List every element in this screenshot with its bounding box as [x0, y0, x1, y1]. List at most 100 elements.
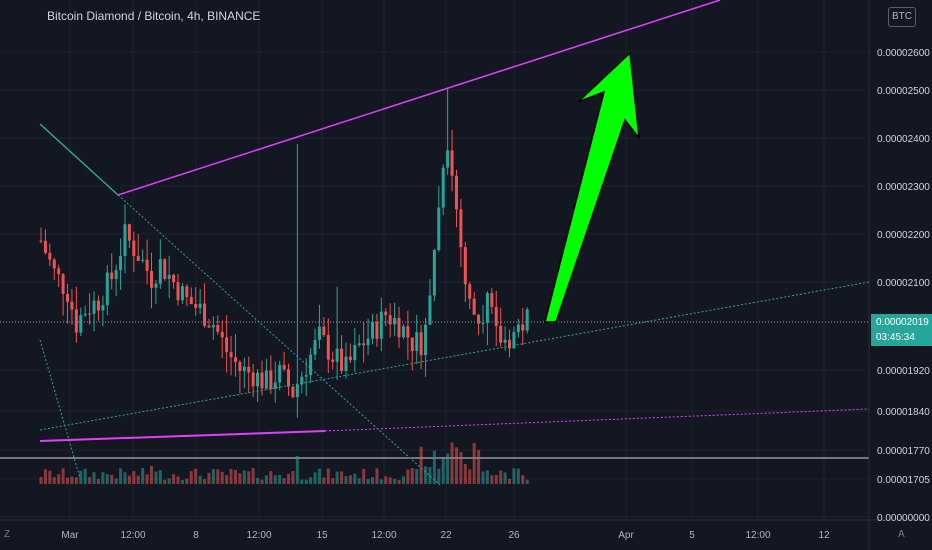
- candle-body: [415, 332, 419, 351]
- volume-bar: [313, 472, 317, 484]
- price-tick-label: 0.00002400: [877, 134, 930, 145]
- volume-bar: [66, 477, 70, 484]
- volume-bar: [317, 468, 321, 484]
- volume-bar: [211, 469, 215, 484]
- volume-bar: [180, 479, 184, 484]
- volume-bar: [490, 475, 494, 484]
- candle-body: [211, 325, 215, 328]
- volume-bar: [216, 469, 220, 484]
- volume-bar: [304, 479, 308, 484]
- candle-body: [304, 375, 308, 377]
- candle-body: [322, 326, 326, 335]
- volume-bar: [154, 471, 158, 484]
- volume-bar: [79, 470, 83, 484]
- candle-body: [282, 364, 286, 370]
- candle-body: [61, 274, 65, 295]
- candle-body: [242, 366, 246, 372]
- auto-scale-icon[interactable]: A: [898, 529, 905, 540]
- candle-body: [503, 339, 507, 343]
- price-axis[interactable]: 0.00002600 0.00002500 0.00002400 0.00002300…: [877, 48, 930, 524]
- candle-body: [379, 311, 383, 339]
- time-tick-label: 12:00: [246, 530, 271, 541]
- volume-bar: [419, 446, 423, 484]
- volume-bar: [189, 470, 193, 484]
- candle-body: [437, 207, 441, 251]
- candle-body: [353, 345, 357, 361]
- candle-body: [189, 296, 193, 305]
- candle-body: [446, 150, 450, 168]
- price-tick-label: 0.00001705: [877, 475, 930, 486]
- candle-body: [287, 369, 291, 387]
- candle-body: [260, 372, 264, 389]
- volume-bars: [39, 442, 529, 484]
- candle-body: [158, 259, 162, 284]
- candle-body: [105, 272, 109, 306]
- currency-badge[interactable]: BTC: [888, 7, 916, 27]
- candle-body: [167, 274, 171, 279]
- candle-body: [172, 274, 176, 283]
- volume-bar: [357, 478, 361, 484]
- volume-bar: [468, 469, 472, 484]
- candle-body: [207, 325, 211, 328]
- candle-body: [269, 370, 273, 389]
- volume-bar: [499, 470, 503, 484]
- time-tick-label: 15: [316, 530, 328, 541]
- volume-bar: [57, 474, 61, 484]
- time-axis[interactable]: Mar 12:00 8 12:00 15 12:00 22 26 Apr 5 12:00 12: [61, 530, 830, 541]
- candle-body: [477, 314, 481, 324]
- candle-body: [79, 315, 83, 333]
- candle-body: [295, 384, 299, 398]
- candle-body: [419, 332, 423, 356]
- candle-body: [238, 362, 242, 372]
- candle-body: [468, 284, 472, 299]
- candle-body: [340, 348, 344, 371]
- volume-bar: [348, 475, 352, 484]
- time-tick-label: 12:00: [745, 530, 770, 541]
- volume-bar: [256, 477, 260, 484]
- volume-bar: [123, 472, 127, 484]
- volume-bar: [388, 477, 392, 484]
- bar-countdown: 03:45:34: [876, 332, 915, 343]
- candle-body: [52, 259, 56, 269]
- volume-bar: [172, 474, 176, 484]
- candle-body: [233, 357, 237, 363]
- volume-bar: [287, 473, 291, 484]
- volume-bar: [525, 479, 529, 484]
- candle-body: [273, 382, 277, 389]
- time-tick-label: 12:00: [120, 530, 145, 541]
- volume-bar: [61, 468, 65, 484]
- volume-bar: [309, 477, 313, 484]
- volume-bar: [233, 470, 237, 484]
- volume-bar: [401, 476, 405, 484]
- candle-body: [313, 339, 317, 355]
- volume-bar: [477, 450, 481, 484]
- candle-body: [83, 313, 87, 316]
- volume-bar: [441, 458, 445, 484]
- candle-body: [384, 311, 388, 316]
- volume-bar: [251, 468, 255, 484]
- volume-bar: [379, 479, 383, 484]
- candle-body: [216, 325, 220, 332]
- candle-body: [225, 337, 229, 353]
- volume-bar: [331, 478, 335, 484]
- volume-bar: [70, 476, 74, 484]
- candle-body: [163, 259, 167, 279]
- volume-bar: [229, 469, 233, 484]
- candle-body: [410, 337, 414, 351]
- volume-bar: [459, 452, 463, 484]
- timezone-icon[interactable]: Z: [4, 529, 11, 540]
- candle-body: [198, 303, 202, 308]
- candle-body: [485, 293, 489, 323]
- candle-body: [39, 240, 43, 242]
- candle-body: [66, 294, 70, 302]
- volume-bar: [397, 479, 401, 484]
- candle-body: [388, 315, 392, 325]
- candle-body: [463, 247, 467, 285]
- current-price-value: 0.00002019: [876, 317, 929, 328]
- volume-bar: [225, 475, 229, 484]
- candle-body: [406, 326, 410, 338]
- candle-body: [154, 283, 158, 288]
- candle-body: [220, 331, 224, 338]
- volume-bar: [362, 468, 366, 484]
